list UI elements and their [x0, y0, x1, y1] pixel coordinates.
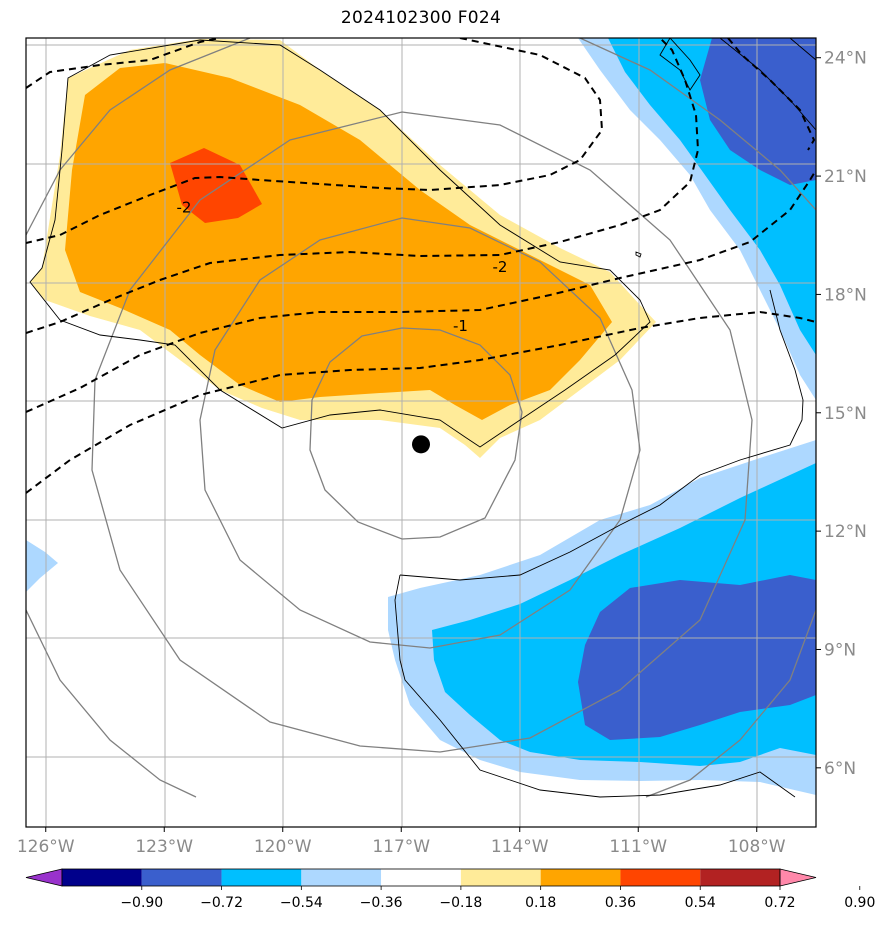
dashed-contour-3: [26, 38, 700, 334]
colorbar-swatch: [381, 869, 461, 886]
colorbar: −0.90 −0.72 −0.54 −0.36 −0.18 0.18 0.36 0.54 0.7…: [25, 868, 875, 911]
lat-tick-label: 18°N: [824, 285, 867, 305]
lon-tick-label: 126°W: [17, 837, 75, 857]
colorbar-swatch: [460, 869, 541, 886]
lon-tick-label: 123°W: [135, 837, 193, 857]
latitude-axis: 24°N 21°N 18°N 15°N 12°N 9°N 6°N: [816, 49, 867, 779]
colorbar-swatch: [62, 869, 142, 886]
lon-tick-label: 120°W: [254, 837, 312, 857]
solid-contour-blip: [635, 251, 642, 258]
lat-tick-label: 24°N: [824, 49, 867, 69]
dashed-contour-5: [26, 310, 816, 494]
lat-tick-label: 21°N: [824, 167, 867, 187]
lat-tick-label: 15°N: [824, 404, 867, 424]
colorbar-level-label: −0.90: [120, 895, 163, 911]
colorbar-swatch: [141, 869, 222, 886]
radius-ring-4: [26, 38, 251, 236]
colorbar-swatch: [620, 869, 701, 886]
lat-tick-label: 9°N: [824, 640, 856, 660]
dashed-contour-2: [26, 38, 604, 244]
solid-contour-south: [399, 289, 804, 581]
storm-center-marker: [412, 435, 430, 454]
colorbar-level-label: 0.18: [525, 895, 556, 911]
field-shade-darkblue-ne: [700, 38, 816, 185]
colorbar-extend-high: [779, 868, 817, 887]
dashed-contour-1: [26, 38, 221, 89]
colorbar-level-label: −0.36: [360, 895, 403, 911]
radius-ring-4d: [579, 38, 816, 211]
field-shade-red: [170, 148, 262, 223]
map-title: 2024102300 F024: [340, 8, 502, 28]
lat-tick-label: 6°N: [824, 759, 856, 779]
contour-label: -2: [177, 199, 192, 217]
contour-label: -2: [493, 258, 508, 276]
longitude-axis: 126°W 123°W 120°W 117°W 114°W 111°W 108°W: [17, 827, 786, 857]
colorbar-swatch: [301, 869, 382, 886]
lon-tick-label: 111°W: [609, 837, 667, 857]
colorbar-level-label: 0.54: [685, 895, 716, 911]
field-shade-lightblue-w: [26, 540, 58, 592]
colorbar-level-label: −0.54: [280, 895, 323, 911]
dashed-contour-6: [727, 38, 816, 151]
lat-tick-label: 12°N: [824, 522, 867, 542]
radius-ring-3: [91, 111, 753, 753]
colorbar-swatch: [221, 869, 302, 886]
colorbar-level-label: 0.36: [605, 895, 636, 911]
radius-ring-1: [309, 327, 523, 540]
colorbar-extend-low: [25, 868, 63, 887]
contour-label: -1: [453, 317, 468, 335]
dashed-contours: [26, 38, 816, 494]
map-panel: -2 -2 -1: [25, 37, 817, 828]
colorbar-swatch: [540, 869, 621, 886]
colorbar-frame: [61, 868, 781, 887]
lon-tick-label: 108°W: [728, 837, 786, 857]
radius-rings: [26, 38, 816, 798]
lon-tick-label: 114°W: [491, 837, 549, 857]
dashed-contour-4: [26, 169, 816, 413]
radius-ring-4c: [645, 609, 816, 798]
gridlines: [26, 38, 816, 827]
lon-tick-label: 117°W: [372, 837, 430, 857]
colorbar-level-label: −0.18: [439, 895, 482, 911]
radius-ring-2: [199, 217, 641, 649]
solid-contour-south-b: [394, 574, 796, 798]
colorbar-level-label: 0.90: [844, 895, 875, 911]
map-frame: [25, 37, 817, 828]
colorbar-level-label: −0.72: [200, 895, 243, 911]
colorbar-level-label: 0.72: [764, 895, 795, 911]
colorbar-swatch: [700, 869, 780, 886]
contour-labels: -2 -2 -1: [177, 199, 508, 335]
radius-ring-4b: [26, 609, 197, 798]
